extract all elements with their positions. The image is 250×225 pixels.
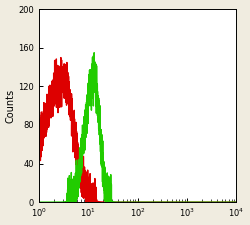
Y-axis label: Counts: Counts <box>6 89 16 123</box>
